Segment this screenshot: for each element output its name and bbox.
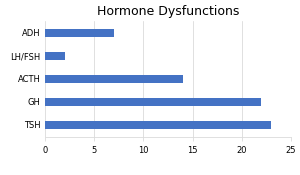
Bar <box>45 98 262 106</box>
Title: Hormone Dysfunctions: Hormone Dysfunctions <box>97 5 239 18</box>
Bar <box>45 29 114 37</box>
Bar <box>45 121 271 129</box>
Bar <box>45 52 65 60</box>
Bar <box>45 75 183 83</box>
